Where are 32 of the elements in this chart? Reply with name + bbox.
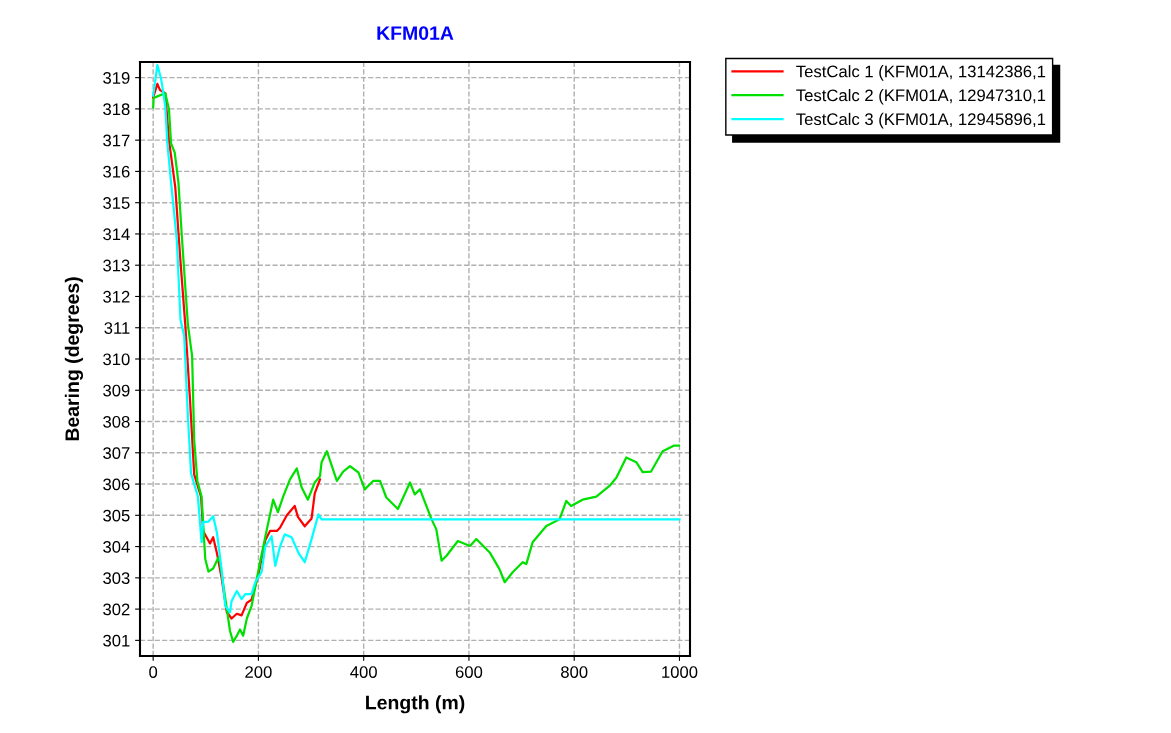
y-tick-label: 315 bbox=[103, 197, 130, 209]
y-tick-label: 306 bbox=[103, 478, 130, 491]
y-tick-label: 301 bbox=[103, 634, 130, 647]
y-tick-label: 310 bbox=[103, 353, 130, 366]
y-tick-label: 304 bbox=[103, 540, 130, 553]
y-tick-label: 319 bbox=[103, 72, 130, 84]
y-tick-label: 312 bbox=[103, 290, 130, 303]
y-tick-label: 303 bbox=[103, 572, 130, 585]
y-tick-label: 302 bbox=[103, 603, 130, 616]
y-tick-label: 318 bbox=[103, 103, 130, 116]
y-tick-label: 307 bbox=[103, 447, 130, 459]
y-tick-label: 317 bbox=[103, 134, 130, 147]
y-tick-label: 314 bbox=[103, 228, 130, 241]
chart-title: KFM01A bbox=[377, 26, 454, 40]
y-tick-label: 311 bbox=[104, 322, 130, 334]
legend-label: TestCalc 2 (KFM01A, 12947310,1 bbox=[796, 88, 1046, 105]
x-axis-title: Length (m) bbox=[366, 695, 465, 714]
x-tick-label: 200 bbox=[245, 666, 272, 678]
y-tick-label: 313 bbox=[103, 259, 130, 272]
x-tick-label: 400 bbox=[350, 666, 377, 678]
x-tick-label: 1000 bbox=[662, 666, 698, 678]
legend-label: TestCalc 1 (KFM01A, 13142386,1 bbox=[796, 65, 1046, 81]
line-series bbox=[152, 82, 322, 620]
y-tick-label: 309 bbox=[103, 384, 130, 397]
legend-label: TestCalc 3 (KFM01A, 12945896,1 bbox=[796, 112, 1046, 129]
y-tick-label: 308 bbox=[103, 415, 130, 428]
y-tick-label: 305 bbox=[103, 509, 130, 522]
x-tick-label: 0 bbox=[149, 666, 158, 678]
x-tick-label: 600 bbox=[455, 666, 483, 678]
y-axis-title: Bearing (degrees) bbox=[64, 277, 84, 441]
y-tick-label: 316 bbox=[103, 165, 130, 178]
x-tick-label: 800 bbox=[561, 666, 588, 678]
